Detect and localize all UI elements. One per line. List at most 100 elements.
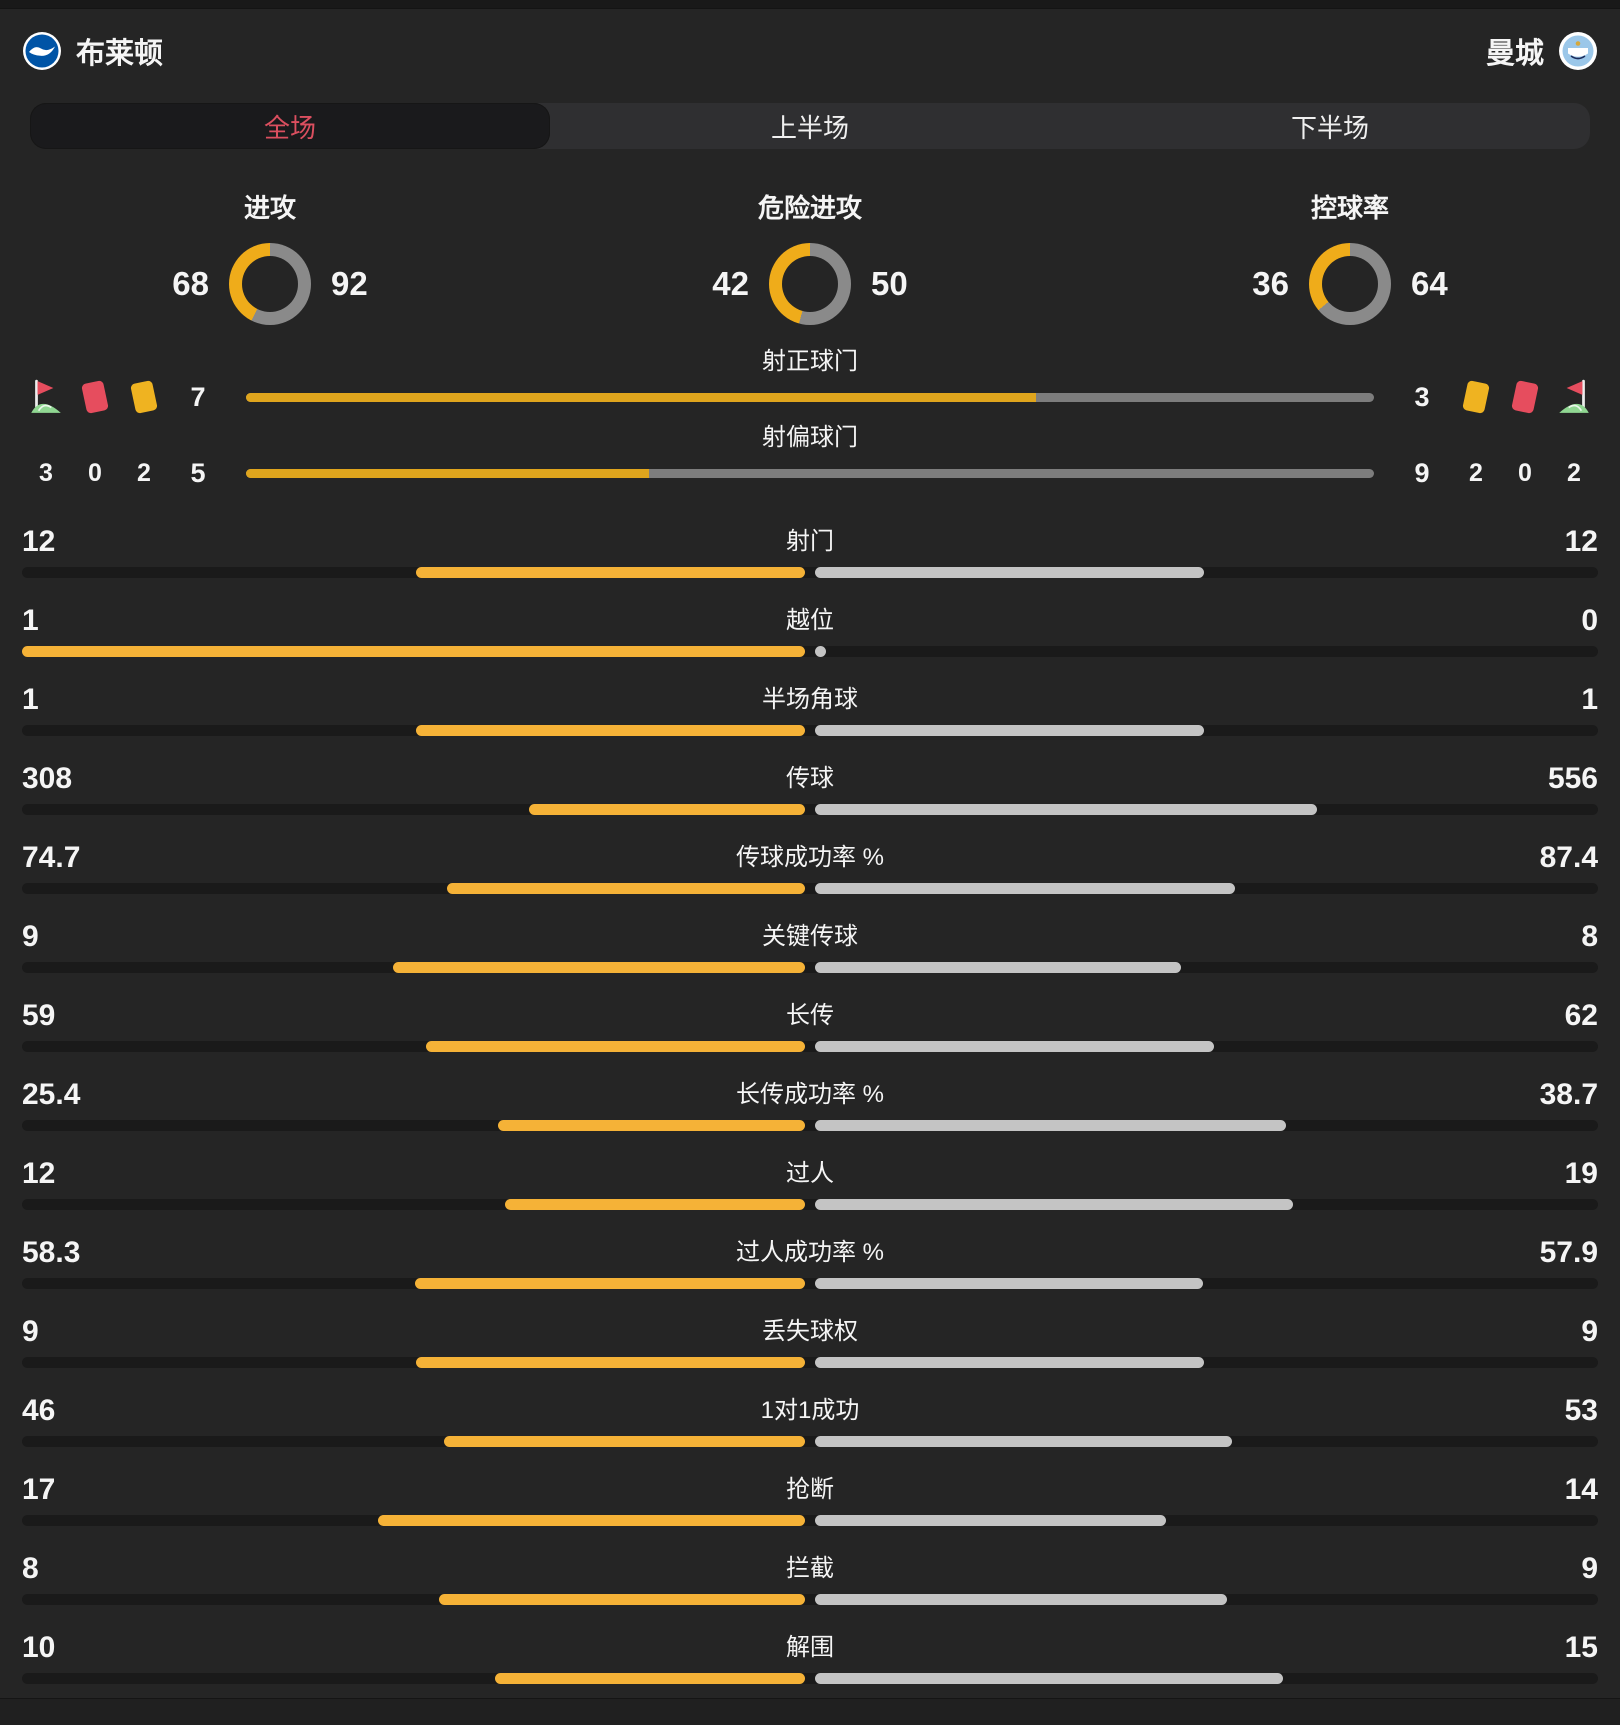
home-corner-count: 3 (39, 458, 53, 487)
stat-bar-home (529, 804, 805, 815)
stat-bar-track (22, 1436, 1598, 1447)
stat-label: 半场角球 (762, 686, 858, 713)
shots-on-target-bar (246, 392, 1374, 402)
tab-full-match[interactable]: 全场 (30, 103, 550, 149)
stat-row: 9 丢失球权 9 (22, 1301, 1598, 1380)
donut-ring (1309, 243, 1391, 325)
stat-row: 25.4 长传成功率 % 38.7 (22, 1064, 1598, 1143)
stat-row: 17 抢断 14 (22, 1459, 1598, 1538)
stat-home-value: 12 (22, 525, 56, 558)
stat-bar-track (22, 567, 1598, 578)
stat-label: 射门 (786, 528, 834, 555)
stat-bar-home (22, 646, 805, 657)
donut-title: 危险进攻 (757, 193, 862, 223)
stat-row: 308 传球 556 (22, 748, 1598, 827)
stat-away-value: 8 (1581, 920, 1598, 953)
donut-away-value: 64 (1411, 265, 1448, 302)
home-team-logo-icon (22, 31, 62, 71)
away-team-logo-icon (1558, 31, 1598, 71)
stat-bar-track (22, 1673, 1598, 1684)
donut-away-value: 92 (331, 265, 368, 302)
shots-section: 射正球门 7 3 射偏球门 (0, 347, 1620, 493)
stat-away-value: 14 (1564, 1473, 1598, 1506)
red-card-icon (1507, 377, 1543, 417)
stat-bar-track (22, 962, 1598, 973)
footer-strip (0, 1698, 1620, 1725)
stat-home-value: 1 (22, 604, 39, 637)
stat-row: 58.3 过人成功率 % 57.9 (22, 1222, 1598, 1301)
stat-away-value: 87.4 (1539, 841, 1598, 874)
stat-row: 46 1对1成功 53 (22, 1380, 1598, 1459)
stat-row: 74.7 传球成功率 % 87.4 (22, 827, 1598, 906)
stat-away-value: 38.7 (1539, 1078, 1598, 1111)
stat-bar-home (378, 1515, 805, 1526)
away-discipline-icons (1458, 377, 1592, 417)
home-team-name: 布莱顿 (76, 38, 164, 70)
donut-title: 进攻 (243, 193, 296, 223)
stat-bar-track (22, 1278, 1598, 1289)
stat-bar-home (505, 1199, 805, 1210)
donut-hole (242, 256, 298, 312)
corner-flag-icon (28, 377, 64, 417)
away-yellow-card-count: 2 (1469, 458, 1483, 487)
stat-home-value: 25.4 (22, 1078, 81, 1111)
stat-bar-track (22, 1199, 1598, 1210)
stat-home-value: 12 (22, 1157, 56, 1190)
stat-away-value: 0 (1581, 604, 1598, 637)
stat-away-value: 15 (1564, 1631, 1598, 1664)
stat-bar-home (444, 1436, 805, 1447)
stat-away-value: 53 (1564, 1394, 1598, 1427)
stat-label: 过人 (786, 1160, 834, 1187)
stat-bar-away (815, 725, 1204, 736)
stat-bar-home (495, 1673, 805, 1684)
stat-row: 1 越位 0 (22, 590, 1598, 669)
stat-home-value: 58.3 (22, 1236, 81, 1269)
stat-bar-track (22, 1515, 1598, 1526)
stat-label: 丢失球权 (762, 1318, 858, 1345)
stat-bar-track (22, 1120, 1598, 1131)
period-tabs: 全场 上半场 下半场 (30, 103, 1590, 149)
top-strip (0, 0, 1620, 9)
stat-label: 抢断 (786, 1476, 834, 1503)
donut-hole (1322, 256, 1378, 312)
home-discipline-icons (28, 377, 162, 417)
donut-ring (229, 243, 311, 325)
home-red-card-count: 0 (88, 458, 102, 487)
yellow-card-icon (126, 377, 162, 417)
tab-first-half[interactable]: 上半场 (770, 112, 849, 143)
away-team-name: 曼城 (1485, 38, 1544, 70)
shots-on-target-away-value: 3 (1414, 381, 1430, 412)
stat-home-value: 59 (22, 999, 56, 1032)
stat-label: 过人成功率 % (735, 1239, 884, 1266)
stat-bar-track (22, 646, 1598, 657)
shots-off-target-bar (246, 468, 1374, 478)
stat-bar-away (815, 567, 1204, 578)
stat-home-value: 74.7 (22, 841, 81, 874)
stat-bar-away (815, 1199, 1293, 1210)
shots-off-target-label: 射偏球门 (762, 424, 858, 451)
stat-bar-home (416, 567, 805, 578)
shots-on-target-home-value: 7 (190, 381, 206, 412)
stat-away-value: 9 (1581, 1552, 1598, 1585)
away-corner-count: 2 (1567, 458, 1581, 487)
stat-bar-track (22, 883, 1598, 894)
stat-home-value: 9 (22, 920, 39, 953)
stat-bar-away (815, 1041, 1214, 1052)
donut-stat: 进攻 68 92 (0, 193, 540, 325)
tab-second-half[interactable]: 下半场 (1290, 112, 1369, 143)
corner-flag-icon (1556, 377, 1592, 417)
stat-row: 12 过人 19 (22, 1143, 1598, 1222)
donut-away-value: 50 (871, 265, 908, 302)
stats-section: 12 射门 12 1 越位 0 1 半场角球 1 (0, 511, 1620, 1696)
stat-away-value: 57.9 (1539, 1236, 1598, 1269)
stat-bar-away (815, 1673, 1283, 1684)
stat-bar-away (815, 646, 826, 657)
home-discipline-counts: 3 0 2 (28, 459, 162, 488)
stat-label: 解围 (786, 1634, 834, 1661)
stat-home-value: 10 (22, 1631, 56, 1664)
shots-on-target-home-fill (246, 392, 1036, 402)
donut-title: 控球率 (1310, 193, 1389, 223)
stat-bar-away (815, 1278, 1203, 1289)
shots-off-target-away-value: 9 (1414, 457, 1430, 488)
